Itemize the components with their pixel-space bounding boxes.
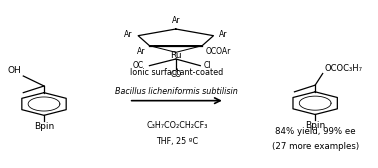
Text: THF, 25 ºC: THF, 25 ºC	[156, 137, 198, 146]
Text: CO: CO	[170, 70, 181, 79]
Text: C₃H₇CO₂CH₂CF₃: C₃H₇CO₂CH₂CF₃	[146, 121, 208, 130]
Text: Bpin: Bpin	[34, 122, 54, 131]
Text: (27 more examples): (27 more examples)	[272, 142, 359, 151]
Text: Ru: Ru	[170, 51, 182, 60]
Text: OC: OC	[133, 61, 144, 70]
Text: Ionic surfactant-coated: Ionic surfactant-coated	[130, 68, 223, 77]
Text: Ar: Ar	[219, 30, 228, 38]
Text: Ar: Ar	[137, 47, 146, 56]
Text: OCOC₃H₇: OCOC₃H₇	[325, 64, 363, 73]
Text: Ar: Ar	[124, 30, 133, 38]
Text: Ar: Ar	[172, 16, 180, 25]
Text: Bacillus licheniformis subtilisin: Bacillus licheniformis subtilisin	[115, 87, 238, 96]
Text: Cl: Cl	[204, 61, 212, 70]
Text: 84% yield, 99% ee: 84% yield, 99% ee	[275, 127, 355, 136]
Text: Bpin: Bpin	[305, 121, 325, 130]
Text: OH: OH	[8, 66, 22, 75]
Text: OCOAr: OCOAr	[206, 47, 231, 56]
